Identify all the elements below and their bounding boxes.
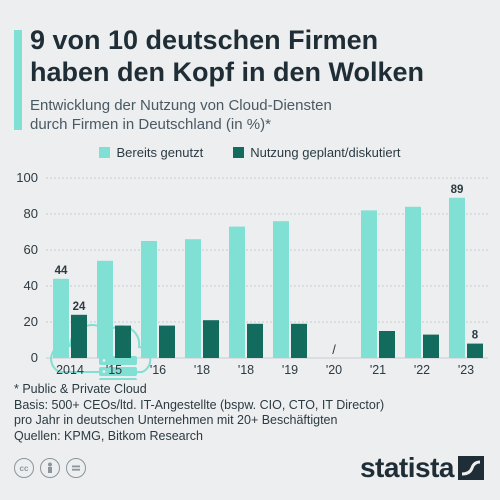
legend-item-planned: Nutzung geplant/diskutiert — [233, 145, 401, 160]
footnotes: * Public & Private Cloud Basis: 500+ CEO… — [14, 382, 484, 444]
subtitle: Entwicklung der Nutzung von Cloud-Dienst… — [30, 96, 490, 134]
bar-planned — [247, 323, 263, 358]
legend-label-planned: Nutzung geplant/diskutiert — [250, 145, 401, 160]
bar-used — [273, 221, 289, 358]
bar-planned — [467, 343, 483, 358]
value-label: 89 — [451, 184, 464, 196]
x-tick-label: '21 — [370, 363, 386, 377]
missing-data-marker: / — [332, 342, 336, 357]
accent-bar — [14, 30, 22, 130]
y-tick-label: 20 — [24, 314, 38, 329]
bar-planned — [159, 325, 175, 358]
x-tick-label: '19 — [282, 363, 298, 377]
bar-used — [449, 197, 465, 358]
bar-planned — [71, 314, 87, 358]
statista-mark-icon — [458, 456, 484, 480]
y-tick-label: 0 — [31, 350, 38, 365]
bar-planned — [115, 325, 131, 358]
bar-used — [53, 278, 69, 358]
subtitle-line-1: Entwicklung der Nutzung von Cloud-Dienst… — [30, 97, 332, 114]
x-tick-label: '18 — [238, 363, 254, 377]
x-tick-label: '20 — [326, 363, 342, 377]
statista-logo[interactable]: statista — [360, 452, 484, 484]
brand-name: statista — [359, 452, 455, 483]
bar-used — [185, 239, 201, 358]
legend-label-used: Bereits genutzt — [116, 145, 204, 160]
x-tick-label: '16 — [150, 363, 166, 377]
equals-icon[interactable] — [66, 458, 86, 478]
legend-swatch-used — [99, 147, 111, 158]
value-label: 44 — [55, 265, 68, 277]
cc-icon[interactable]: cc — [14, 458, 34, 478]
x-tick-label: 2014 — [56, 363, 84, 377]
license-icons: cc — [14, 458, 86, 478]
bar-planned — [379, 331, 395, 358]
page-title: 9 von 10 deutschen Firmen haben den Kopf… — [30, 24, 490, 88]
value-label: 8 — [472, 330, 479, 342]
x-tick-label: '23 — [458, 363, 474, 377]
bar-chart: 0 20 40 60 80 100 2014 '15 '16 '18 '18 '19 '20 '21 '22… — [16, 170, 488, 380]
bar-used — [229, 226, 245, 358]
bar-planned — [203, 320, 219, 358]
x-tick-label: '15 — [106, 363, 122, 377]
legend-swatch-planned — [233, 147, 245, 158]
footnote-4: Quellen: KPMG, Bitkom Research — [14, 428, 203, 443]
value-label: 24 — [73, 301, 86, 313]
person-icon[interactable] — [40, 458, 60, 478]
legend-item-used: Bereits genutzt — [99, 145, 203, 160]
x-tick-label: '22 — [414, 363, 430, 377]
footnote-3: pro Jahr in deutschen Unternehmen mit 20… — [14, 413, 338, 427]
subtitle-line-2: durch Firmen in Deutschland (in %)* — [30, 116, 271, 133]
footnote-2: Basis: 500+ CEOs/ltd. IT-Angestellte (bs… — [14, 397, 385, 412]
bar-used — [405, 206, 421, 358]
title-line-2: haben den Kopf in den Wolken — [30, 57, 425, 87]
x-tick-label: '18 — [194, 363, 210, 377]
bar-used — [361, 210, 377, 358]
y-tick-label: 60 — [24, 242, 38, 257]
bar-used — [97, 260, 113, 358]
y-tick-label: 100 — [16, 170, 38, 185]
chart-legend: Bereits genutzt Nutzung geplant/diskutie… — [0, 145, 500, 160]
bar-planned — [291, 323, 307, 358]
y-tick-label: 80 — [24, 206, 38, 221]
title-line-1: 9 von 10 deutschen Firmen — [30, 25, 379, 55]
bar-planned — [423, 334, 439, 358]
y-tick-label: 40 — [24, 278, 38, 293]
footnote-1: * Public & Private Cloud — [14, 382, 147, 396]
bar-used — [141, 241, 157, 358]
